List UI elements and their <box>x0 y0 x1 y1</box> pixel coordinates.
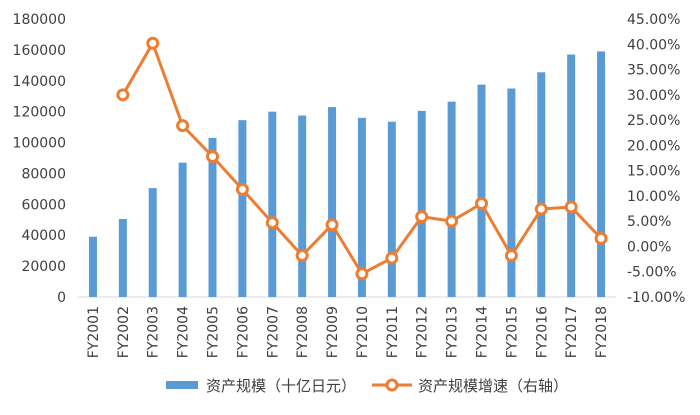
x-tick-label: FY2001 <box>86 306 102 358</box>
point-FY2010 <box>355 267 369 281</box>
left-tick-label: 40000 <box>21 228 66 244</box>
right-tick-label: -5.00% <box>627 265 677 281</box>
left-tick-label: 100000 <box>13 136 66 152</box>
bar-FY2001 <box>88 236 97 297</box>
x-tick-label: FY2005 <box>206 306 222 358</box>
point-FY2004 <box>176 119 190 133</box>
left-tick-label: 120000 <box>13 105 66 121</box>
x-tick-label: FY2011 <box>385 306 401 358</box>
point-FY2014 <box>475 196 488 210</box>
x-tick-label: FY2015 <box>504 306 520 358</box>
point-FY2007 <box>265 216 279 230</box>
legend: 资产规模（十亿日元） 资产规模增速（右轴） <box>166 377 568 395</box>
point-FY2003 <box>146 36 160 50</box>
left-tick-label: 180000 <box>13 12 66 28</box>
right-tick-label: 0.00% <box>627 239 671 255</box>
point-FY2012 <box>415 210 429 224</box>
x-tick-label: FY2018 <box>594 306 610 358</box>
bar-FY2009 <box>328 107 337 298</box>
bar-FY2004 <box>178 162 187 297</box>
bar-FY2017 <box>567 54 576 298</box>
bar-FY2013 <box>447 101 456 297</box>
right-axis-ticks: -10.00% -5.00% 0.00% 5.00% 10.00% 15.00% 20.00… <box>627 12 685 306</box>
right-tick-label: 25.00% <box>627 113 680 129</box>
bar-FY2010 <box>357 117 366 297</box>
point-FY2005 <box>206 149 219 163</box>
bar-FY2002 <box>118 219 127 297</box>
bar-FY2012 <box>417 110 426 298</box>
right-tick-label: 20.00% <box>627 138 680 154</box>
legend-bar-swatch <box>166 381 198 389</box>
x-tick-label: FY2016 <box>534 306 550 358</box>
right-tick-label: 30.00% <box>627 88 680 104</box>
point-FY2008 <box>295 249 309 263</box>
point-FY2006 <box>235 182 249 196</box>
left-tick-label: 160000 <box>13 43 66 59</box>
x-tick-label: FY2004 <box>176 306 192 358</box>
x-tick-label: FY2002 <box>116 306 132 358</box>
legend-line-marker <box>385 378 399 392</box>
point-FY2011 <box>385 251 399 265</box>
x-tick-label: FY2014 <box>475 306 491 358</box>
left-tick-label: 60000 <box>21 197 66 213</box>
x-tick-label: FY2010 <box>355 306 371 358</box>
point-FY2002 <box>116 88 130 102</box>
left-tick-label: 0 <box>57 290 66 306</box>
bar-FY2018 <box>597 51 606 297</box>
x-tick-label: FY2008 <box>295 306 311 358</box>
x-tick-label: FY2009 <box>325 306 341 358</box>
right-tick-label: 15.00% <box>627 164 680 180</box>
bar-FY2016 <box>537 72 546 298</box>
point-FY2009 <box>325 218 339 232</box>
right-tick-label: -10.00% <box>627 290 685 306</box>
left-tick-label: 80000 <box>21 166 66 182</box>
point-FY2013 <box>445 214 459 228</box>
point-FY2016 <box>534 202 548 216</box>
point-FY2015 <box>504 249 518 263</box>
right-tick-label: 40.00% <box>627 37 680 53</box>
bar-FY2005 <box>208 137 217 297</box>
bar-series <box>88 51 606 298</box>
x-tick-label: FY2013 <box>445 306 461 358</box>
bar-FY2003 <box>148 188 157 297</box>
left-tick-label: 140000 <box>13 74 66 90</box>
right-tick-label: 10.00% <box>627 189 680 205</box>
legend-line-label: 资产规模增速（右轴） <box>418 377 568 395</box>
line-series <box>116 36 608 281</box>
bar-FY2014 <box>477 84 486 297</box>
x-tick-label: FY2003 <box>146 306 162 358</box>
bar-FY2008 <box>298 115 307 298</box>
x-tick-label: FY2006 <box>235 306 251 358</box>
left-tick-label: 20000 <box>21 259 66 275</box>
left-axis-ticks: 0 20000 40000 60000 80000 100000 120000 140000 1… <box>13 12 66 306</box>
bar-FY2006 <box>238 120 247 298</box>
x-tick-label: FY2007 <box>265 306 281 358</box>
x-tick-label: FY2012 <box>415 306 431 358</box>
right-tick-label: 5.00% <box>627 214 671 230</box>
x-axis-ticks: FY2001 FY2002 FY2003 FY2004 FY2005 FY2006 FY20… <box>86 306 610 358</box>
x-tick-label: FY2017 <box>564 306 580 358</box>
point-FY2018 <box>594 231 608 245</box>
legend-bar-label: 资产规模（十亿日元） <box>206 377 356 395</box>
right-tick-label: 35.00% <box>627 63 680 79</box>
right-tick-label: 45.00% <box>627 12 680 28</box>
point-FY2017 <box>564 200 578 214</box>
bar-FY2007 <box>268 111 277 298</box>
bar-FY2011 <box>387 121 396 297</box>
bar-FY2015 <box>507 88 516 297</box>
